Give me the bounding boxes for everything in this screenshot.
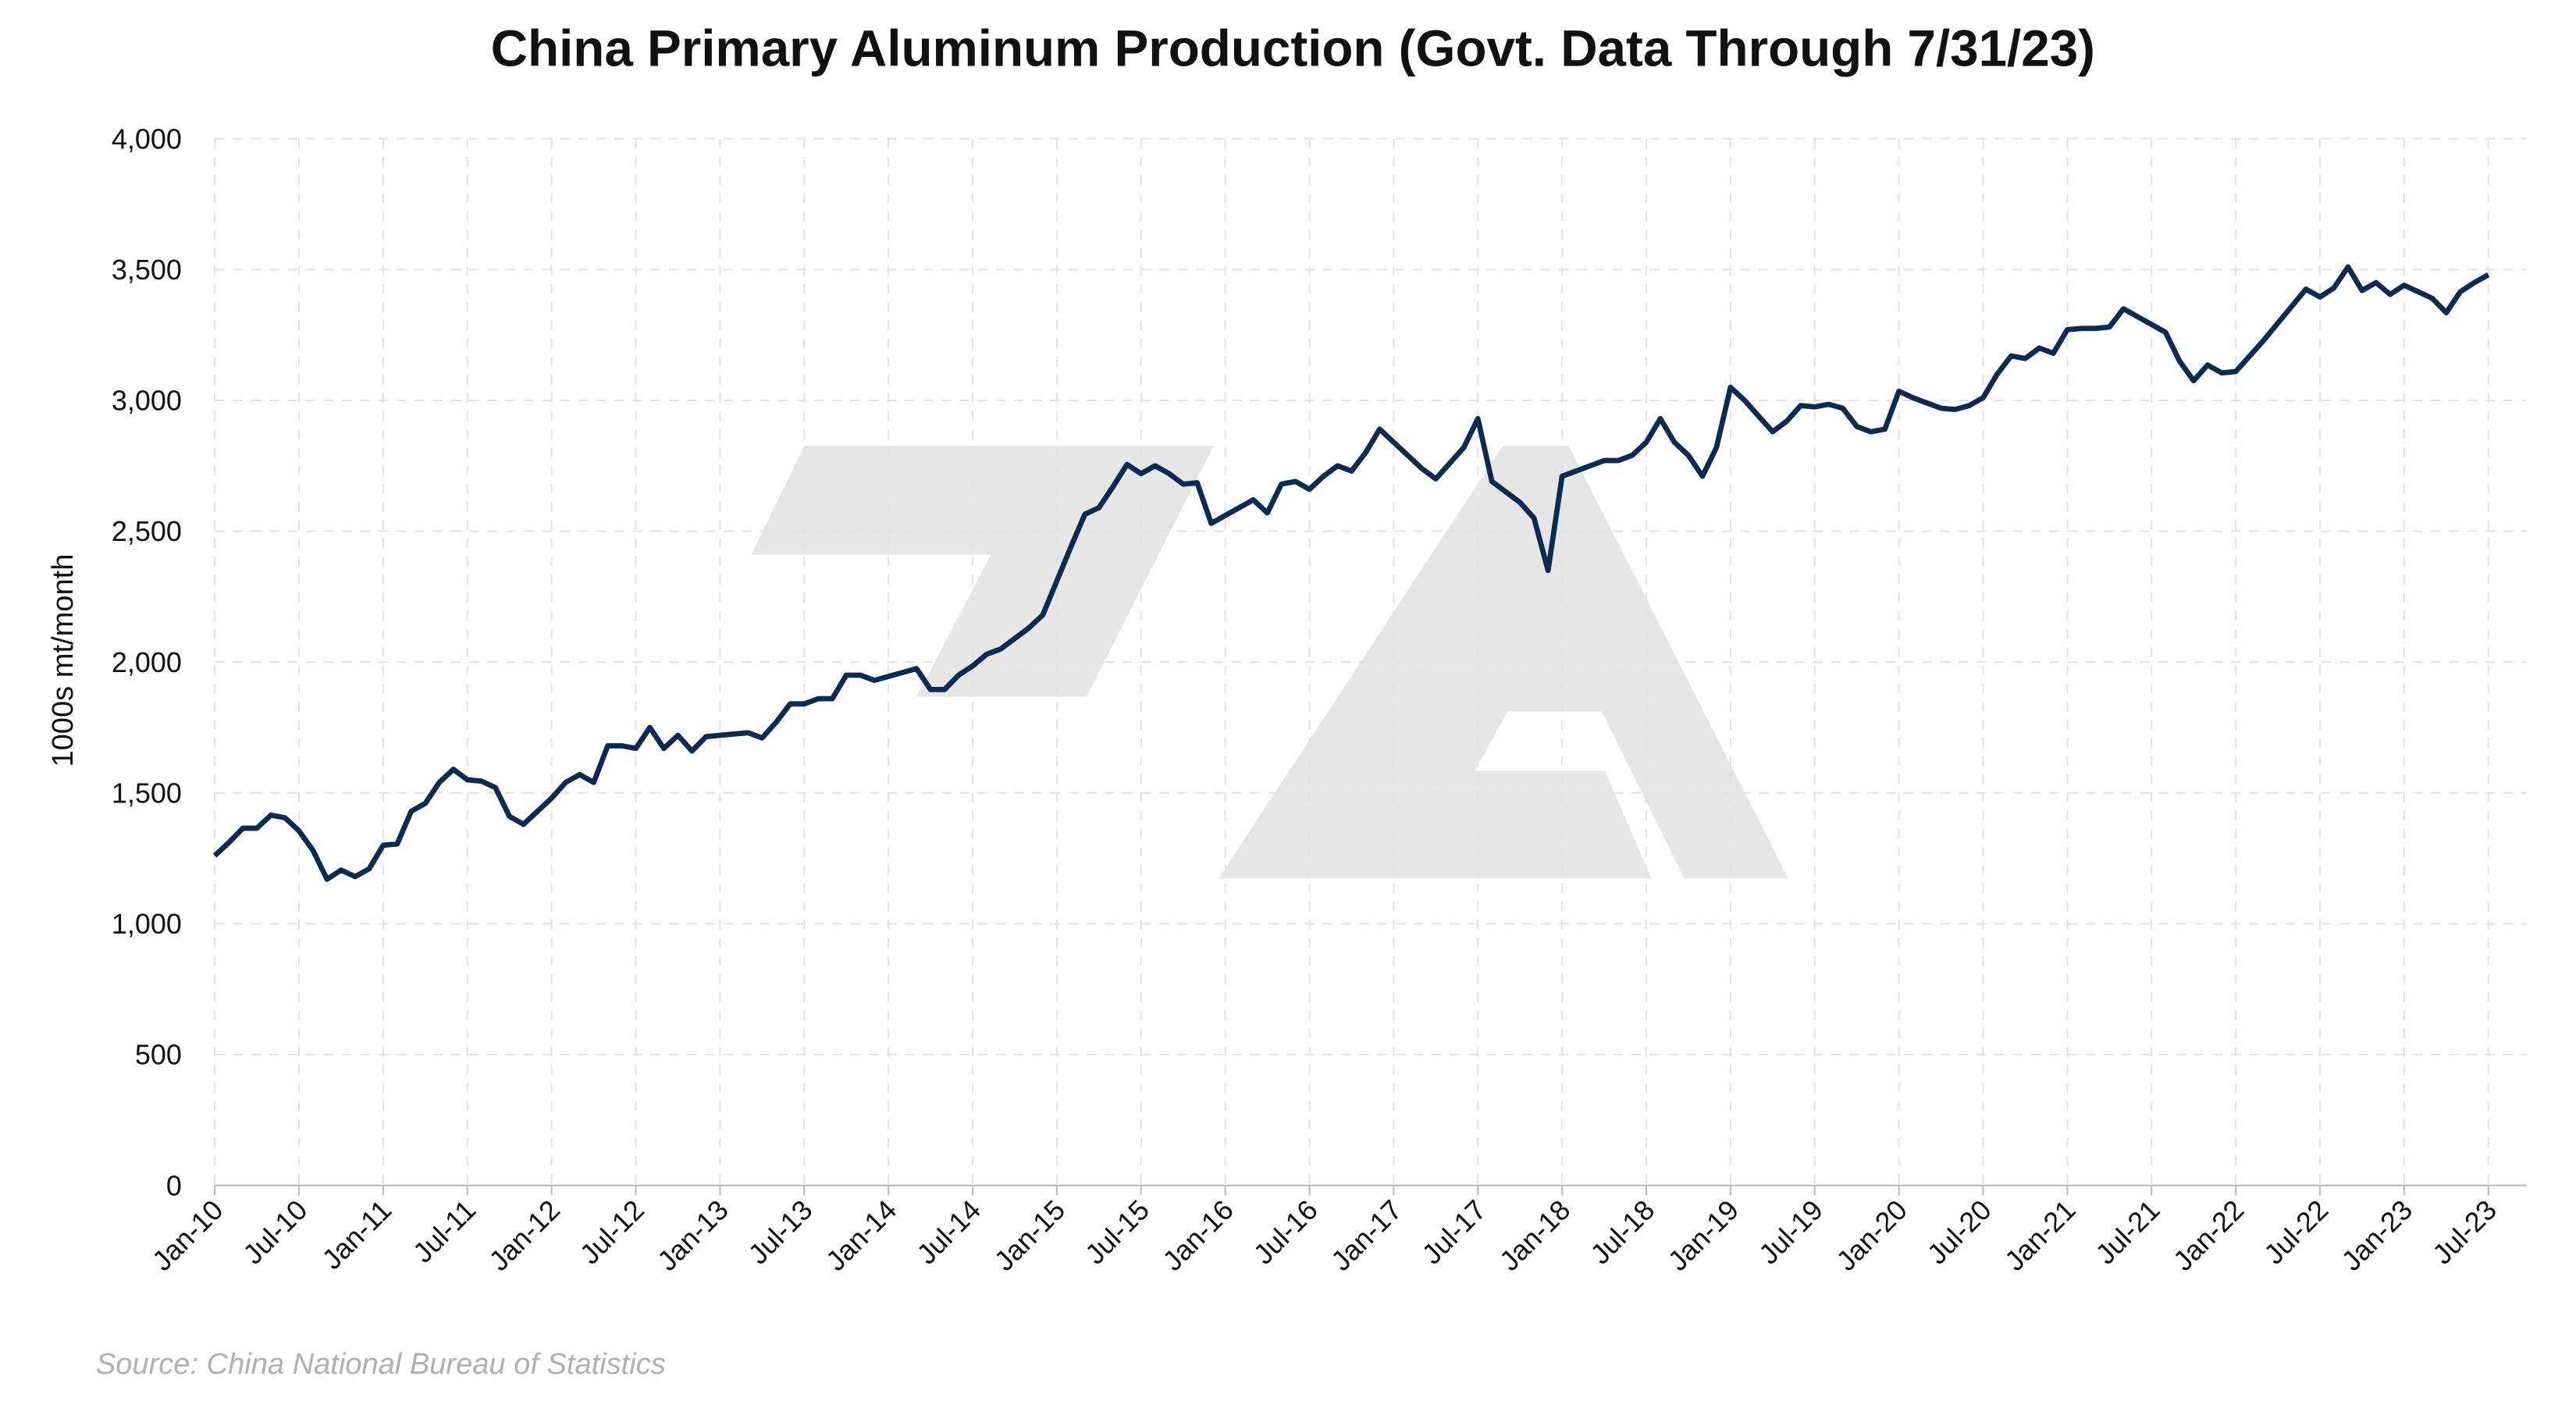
x-tick-label: Jan-18: [1493, 1193, 1577, 1277]
y-tick-label: 500: [135, 1039, 182, 1071]
x-tick-label: Jan-14: [820, 1193, 903, 1277]
x-tick-label: Jan-15: [988, 1193, 1072, 1277]
x-tick-label: Jul-10: [237, 1193, 313, 1270]
x-tick-label: Jul-22: [2258, 1193, 2334, 1270]
data-line: [212, 264, 2490, 882]
y-tick-label: 1,500: [112, 777, 182, 809]
x-tick-label: Jul-12: [574, 1193, 650, 1270]
x-tick-label: Jan-20: [1830, 1193, 1913, 1277]
x-tick-label: Jan-11: [315, 1193, 397, 1275]
y-axis-title: 1000s mt/month: [47, 554, 80, 767]
x-tick-label: Jul-20: [1921, 1193, 1998, 1270]
x-tick-label: Jan-21: [1998, 1193, 2082, 1277]
x-tick-label: Jan-16: [1156, 1193, 1240, 1277]
x-tick-label: Jul-13: [742, 1193, 818, 1270]
x-tick-label: Jul-23: [2426, 1193, 2503, 1270]
x-tick-label: Jul-18: [1584, 1193, 1660, 1270]
y-tick-label: 2,000: [112, 646, 182, 678]
y-tick-label: 3,500: [112, 254, 182, 286]
y-tick-label: 2,500: [112, 515, 182, 547]
x-tick-label: Jul-15: [1079, 1193, 1155, 1270]
x-tick-label: Jul-21: [2089, 1193, 2165, 1270]
x-tick-label: Jul-11: [407, 1193, 482, 1268]
x-tick-label: Jul-17: [1415, 1193, 1492, 1270]
x-tick-label: Jan-10: [146, 1193, 229, 1277]
x-tick-label: Jan-22: [2167, 1193, 2250, 1277]
x-tick-label: Jul-16: [1247, 1193, 1324, 1270]
y-tick-label: 4,000: [112, 123, 182, 155]
y-tick-label: 0: [166, 1169, 182, 1201]
x-tick-label: Jan-23: [2335, 1193, 2418, 1277]
x-tick-label: Jul-19: [1752, 1193, 1829, 1270]
x-tick-label: Jan-19: [1662, 1193, 1745, 1277]
x-tick-label: Jan-12: [482, 1193, 566, 1277]
x-tick-label: Jan-17: [1325, 1193, 1408, 1277]
source-note: Source: China National Bureau of Statist…: [96, 1348, 666, 1381]
chart-title: China Primary Aluminum Production (Govt.…: [491, 20, 2095, 77]
x-tick-label: Jul-14: [910, 1193, 987, 1270]
y-tick-label: 1,000: [112, 908, 182, 940]
y-tick-label: 3,000: [112, 385, 182, 417]
x-tick-label: Jan-13: [651, 1193, 735, 1277]
